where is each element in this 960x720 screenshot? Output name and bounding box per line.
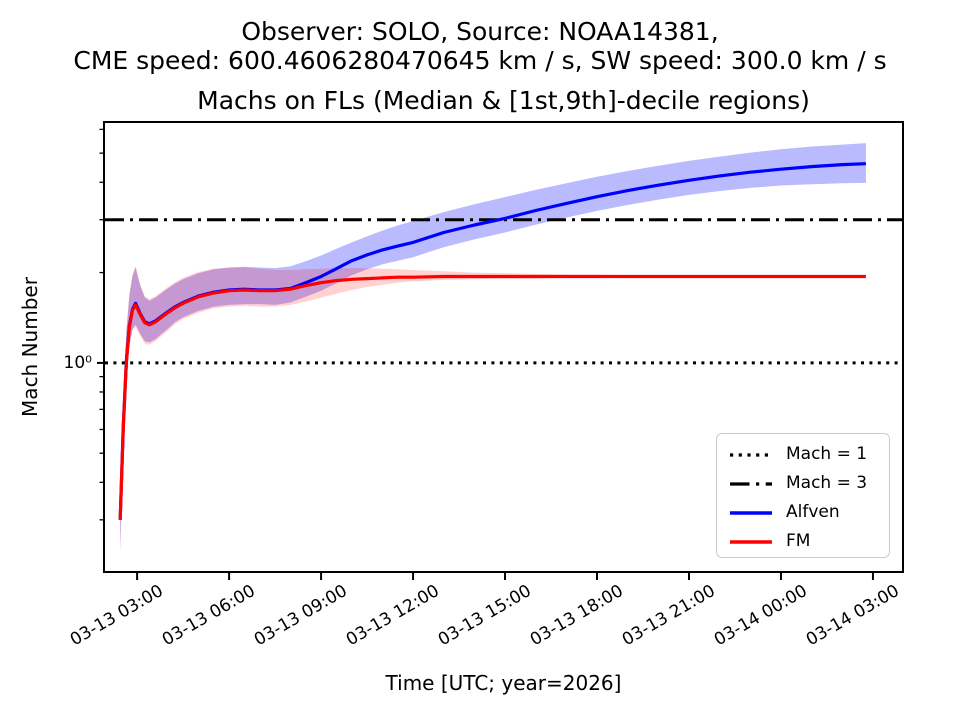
legend-item-mach-3: Mach = 3: [729, 469, 889, 498]
legend-sample-alfven-line-icon: [730, 510, 772, 515]
legend-label: Alfven: [786, 502, 840, 522]
y-tick-label-1: 10⁰: [63, 353, 92, 373]
legend-sample-fm-line-icon: [730, 539, 772, 544]
suptitle-line-1: Observer: SOLO, Source: NOAA14381,: [241, 17, 719, 46]
y-axis-label: Mach Number: [18, 277, 42, 417]
legend: Mach = 1 Mach = 3 Alfven FM: [716, 433, 890, 558]
legend-item-alfven: Alfven: [729, 498, 889, 527]
chart-title: Machs on FLs (Median & [1st,9th]-decile …: [197, 86, 810, 115]
legend-item-fm: FM: [729, 527, 889, 556]
suptitle-line-2: CME speed: 600.4606280470645 km / s, SW …: [73, 46, 887, 75]
legend-item-mach-1: Mach = 1: [729, 440, 889, 469]
alfven-decile-band: [120, 143, 866, 549]
x-axis-label: Time [UTC; year=2026]: [385, 671, 622, 695]
legend-sample-dotted-icon: [730, 452, 772, 457]
suptitle: Observer: SOLO, Source: NOAA14381, CME s…: [0, 17, 960, 75]
fm-median-line: [118, 274, 866, 520]
fm-decile-band: [120, 266, 866, 555]
legend-label: Mach = 3: [786, 473, 868, 493]
legend-sample-dashdot-icon: [730, 481, 772, 486]
legend-label: Mach = 1: [786, 444, 868, 464]
legend-label: FM: [786, 531, 811, 551]
plot-border: [103, 121, 904, 573]
